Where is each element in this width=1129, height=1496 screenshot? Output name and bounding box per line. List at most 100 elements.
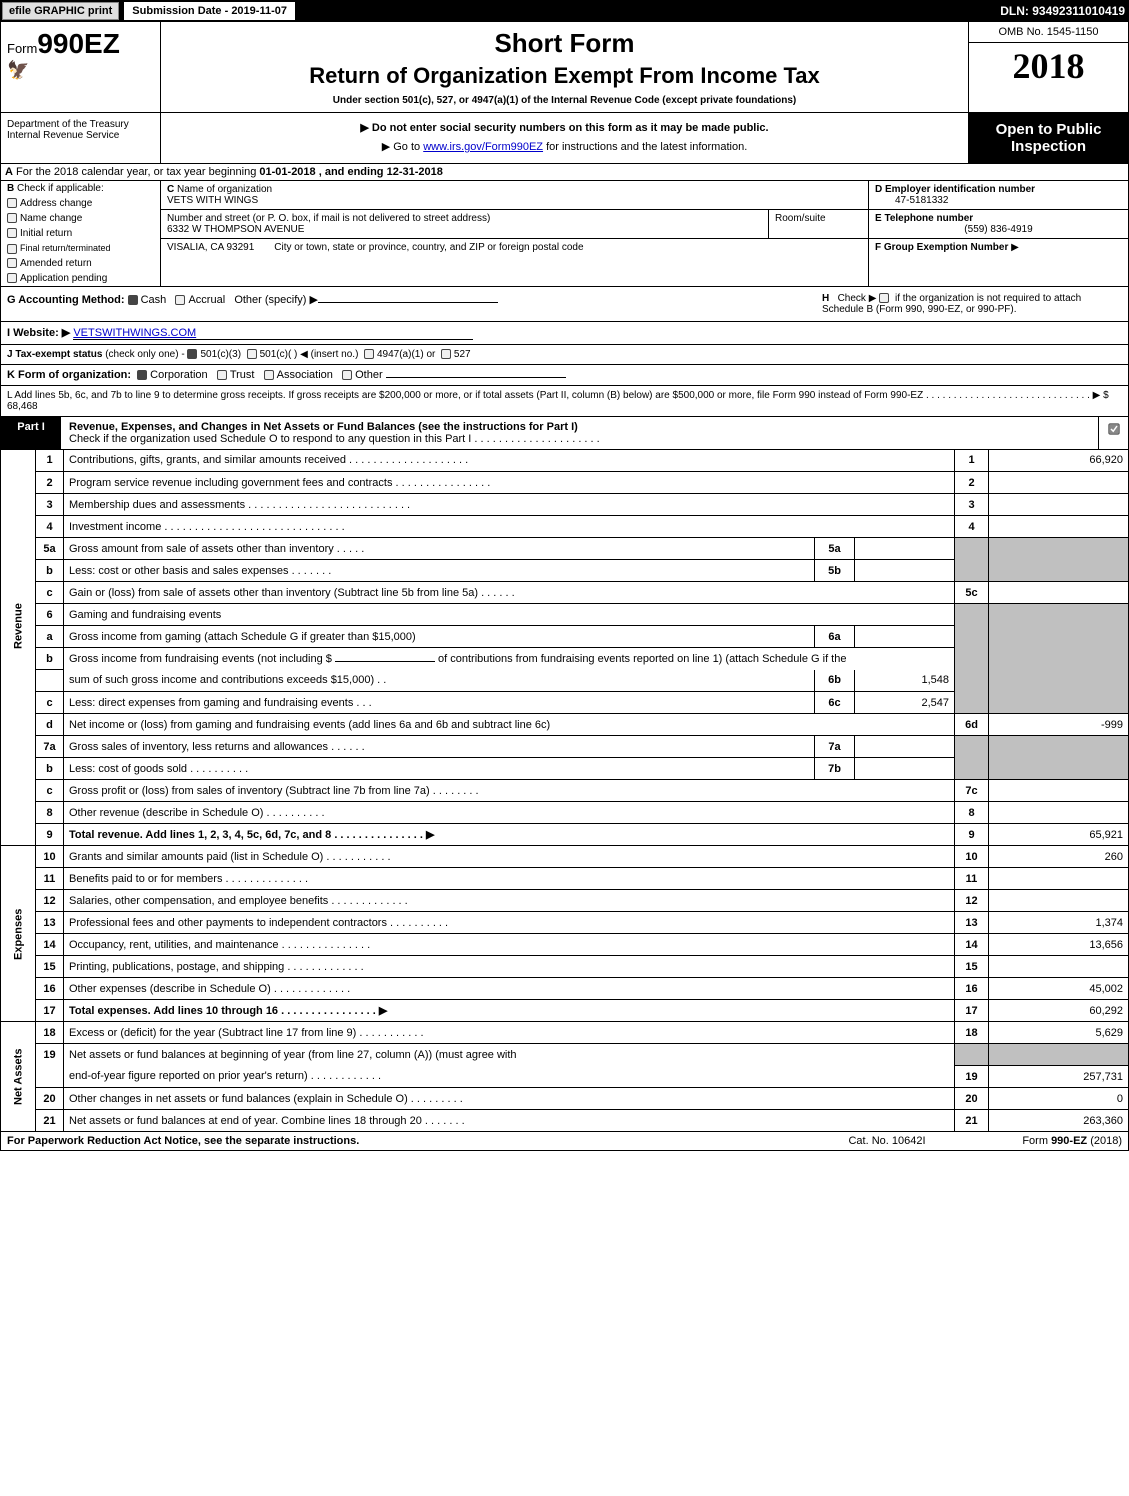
line-amount: 260 xyxy=(989,846,1129,868)
k-other-input[interactable] xyxy=(386,377,566,378)
h-check: Check ▶ xyxy=(838,293,877,304)
line-desc: Gross sales of inventory, less returns a… xyxy=(64,736,815,758)
check-label: Initial return xyxy=(20,228,72,239)
j-label: J Tax-exempt status xyxy=(7,349,102,360)
checkbox-527-icon[interactable] xyxy=(441,349,451,359)
section-b-hdr: B Check if applicable: xyxy=(1,181,160,196)
addr-label: Number and street (or P. O. box, if mail… xyxy=(167,213,490,224)
line-amount xyxy=(989,956,1129,978)
check-amended-return[interactable]: Amended return xyxy=(1,256,160,271)
l6b-input[interactable] xyxy=(335,661,435,662)
line-num: 8 xyxy=(36,802,64,824)
checkbox-icon xyxy=(7,228,17,238)
line-desc: Benefits paid to or for members . . . . … xyxy=(64,868,955,890)
section-b-label: B xyxy=(7,183,14,194)
shaded-cell xyxy=(989,736,1129,780)
table-row: 7a Gross sales of inventory, less return… xyxy=(1,736,1129,758)
ssn-warning: ▶ Do not enter social security numbers o… xyxy=(169,121,960,134)
check-name-change[interactable]: Name change xyxy=(1,211,160,226)
section-c-label: C xyxy=(167,184,174,195)
checkbox-assoc-icon[interactable] xyxy=(264,370,274,380)
check-address-change[interactable]: Address change xyxy=(1,196,160,211)
line-desc: Gross amount from sale of assets other t… xyxy=(64,538,815,560)
checkbox-cash-icon[interactable] xyxy=(128,295,138,305)
website-link[interactable]: VETSWITHWINGS.COM xyxy=(73,327,473,340)
checkbox-other-icon[interactable] xyxy=(342,370,352,380)
line-amount xyxy=(989,472,1129,494)
table-row: 17 Total expenses. Add lines 10 through … xyxy=(1,1000,1129,1022)
check-application-pending[interactable]: Application pending xyxy=(1,271,160,286)
shaded-cell xyxy=(989,538,1129,582)
irs-link[interactable]: www.irs.gov/Form990EZ xyxy=(423,141,543,153)
line-ref: 14 xyxy=(955,934,989,956)
section-a-pre: For the 2018 calendar year, or tax year … xyxy=(16,166,259,178)
omb-number: OMB No. 1545-1150 xyxy=(969,22,1128,43)
checkbox-h-icon[interactable] xyxy=(879,293,889,303)
check-initial-return[interactable]: Initial return xyxy=(1,226,160,241)
line-num: b xyxy=(36,648,64,670)
line-num: 20 xyxy=(36,1088,64,1110)
city-label: City or town, state or province, country… xyxy=(274,242,583,253)
group-exemption-label: F Group Exemption Number xyxy=(875,242,1008,253)
return-title: Return of Organization Exempt From Incom… xyxy=(173,63,956,89)
revenue-sidelabel-cont xyxy=(1,802,36,846)
checkbox-trust-icon[interactable] xyxy=(217,370,227,380)
table-row: 6 Gaming and fundraising events xyxy=(1,604,1129,626)
checkbox-4947-icon[interactable] xyxy=(364,349,374,359)
section-a-label: A xyxy=(5,166,13,178)
line-num: 1 xyxy=(36,450,64,472)
table-row: 12 Salaries, other compensation, and emp… xyxy=(1,890,1129,912)
ein-value: 47-5181332 xyxy=(895,195,948,206)
line-ref: 3 xyxy=(955,494,989,516)
table-row: 15 Printing, publications, postage, and … xyxy=(1,956,1129,978)
table-row: 4 Investment income . . . . . . . . . . … xyxy=(1,516,1129,538)
line-num: 2 xyxy=(36,472,64,494)
part-1-title-box: Revenue, Expenses, and Changes in Net As… xyxy=(61,417,1098,449)
line-ref: 18 xyxy=(955,1022,989,1044)
line-desc: Net assets or fund balances at end of ye… xyxy=(64,1110,955,1132)
checkbox-501c-icon[interactable] xyxy=(247,349,257,359)
line-desc: Gain or (loss) from sale of assets other… xyxy=(64,582,955,604)
check-final-return[interactable]: Final return/terminated xyxy=(1,241,160,256)
line-desc: Less: direct expenses from gaming and fu… xyxy=(64,692,815,714)
check-icon xyxy=(1108,423,1120,435)
line-ref: 12 xyxy=(955,890,989,912)
checkbox-accrual-icon[interactable] xyxy=(175,295,185,305)
line-desc: Occupancy, rent, utilities, and maintena… xyxy=(64,934,955,956)
section-k: K Form of organization: Corporation Trus… xyxy=(0,365,1129,386)
j-o2: 501(c)( ) ◀ (insert no.) xyxy=(260,349,359,360)
paperwork-notice: For Paperwork Reduction Act Notice, see … xyxy=(7,1135,812,1147)
dept-treasury: Department of the Treasury xyxy=(7,119,154,130)
g-other-input[interactable] xyxy=(318,302,498,303)
checkbox-501c3-icon[interactable] xyxy=(187,349,197,359)
line-ref: 9 xyxy=(955,824,989,846)
k-o4: Other xyxy=(355,369,383,381)
line-amount xyxy=(989,516,1129,538)
line-num: 18 xyxy=(36,1022,64,1044)
sub-amount xyxy=(855,736,955,758)
shaded-cell xyxy=(955,1044,989,1066)
total-revenue-label: Total revenue. Add lines 1, 2, 3, 4, 5c,… xyxy=(69,829,434,841)
line-amount xyxy=(989,494,1129,516)
line-num: c xyxy=(36,692,64,714)
line-desc: Contributions, gifts, grants, and simila… xyxy=(64,450,955,472)
table-row: c Gain or (loss) from sale of assets oth… xyxy=(1,582,1129,604)
line-desc: Gross profit or (loss) from sales of inv… xyxy=(64,780,955,802)
line-amount xyxy=(989,802,1129,824)
expenses-sidelabel: Expenses xyxy=(1,846,36,1022)
part-1-checkbox[interactable] xyxy=(1098,417,1128,449)
efile-print-button[interactable]: efile GRAPHIC print xyxy=(2,2,119,20)
line-desc: Other changes in net assets or fund bala… xyxy=(64,1088,955,1110)
sub-ref: 7a xyxy=(815,736,855,758)
org-name: VETS WITH WINGS xyxy=(167,195,258,206)
line-desc: Grants and similar amounts paid (list in… xyxy=(64,846,955,868)
treasury-seal-icon: 🦅 xyxy=(7,60,154,81)
line-desc: sum of such gross income and contributio… xyxy=(64,670,815,692)
line-num: 7a xyxy=(36,736,64,758)
org-city-row: VISALIA, CA 93291 City or town, state or… xyxy=(161,239,868,256)
sub-ref: 5a xyxy=(815,538,855,560)
table-row: Revenue 1 Contributions, gifts, grants, … xyxy=(1,450,1129,472)
checkbox-corp-icon[interactable] xyxy=(137,370,147,380)
dln-number: DLN: 93492311010419 xyxy=(1000,4,1125,18)
line-amount xyxy=(989,868,1129,890)
